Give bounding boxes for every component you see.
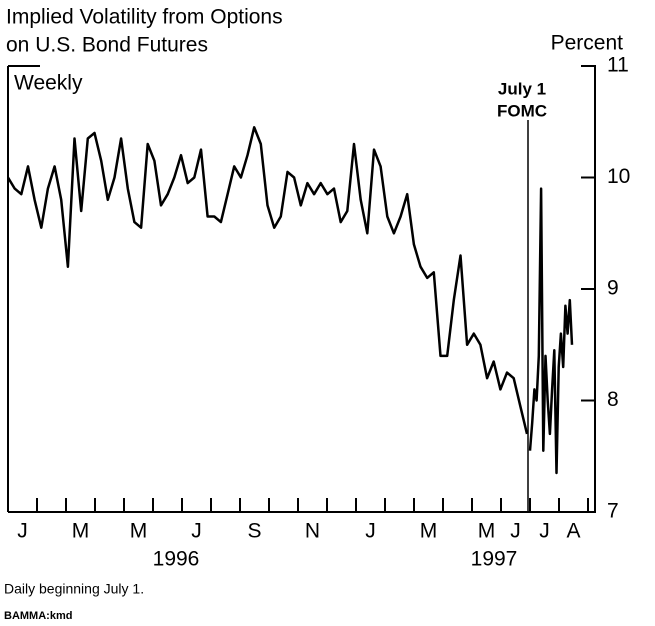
chart-title: Implied Volatility from Options bbox=[6, 6, 283, 29]
annotation: FOMC bbox=[497, 101, 547, 120]
x-tick-label: J bbox=[365, 520, 376, 543]
x-tick-label: N bbox=[305, 520, 320, 543]
footnote: Daily beginning July 1. bbox=[4, 581, 144, 597]
x-tick-label: M bbox=[72, 520, 90, 543]
y-tick-label: 8 bbox=[607, 388, 619, 411]
x-tick-label: M bbox=[130, 520, 148, 543]
line bbox=[528, 187, 574, 475]
x-tick-label: M bbox=[478, 520, 496, 543]
chart-title: on U.S. Bond Futures bbox=[6, 34, 208, 57]
x-tick-label: S bbox=[247, 520, 261, 543]
year-label: 1996 bbox=[153, 548, 200, 571]
y-axis-label: Percent bbox=[551, 32, 624, 55]
x-tick-label: J bbox=[539, 520, 550, 543]
year-label: 1997 bbox=[471, 548, 518, 571]
y-tick-label: 10 bbox=[607, 165, 630, 188]
x-tick-label: M bbox=[420, 520, 438, 543]
annotation: July 1 bbox=[498, 79, 546, 98]
line bbox=[6, 126, 529, 435]
x-tick-label: A bbox=[566, 520, 580, 543]
y-tick-label: 9 bbox=[607, 277, 619, 300]
x-tick-label: J bbox=[510, 520, 521, 543]
subtitle: Weekly bbox=[14, 72, 83, 95]
x-tick-label: J bbox=[191, 520, 202, 543]
source: BAMMA:kmd bbox=[4, 610, 72, 622]
y-tick-label: 11 bbox=[607, 54, 629, 77]
y-tick-label: 7 bbox=[607, 500, 619, 523]
x-tick-label: J bbox=[17, 520, 28, 543]
